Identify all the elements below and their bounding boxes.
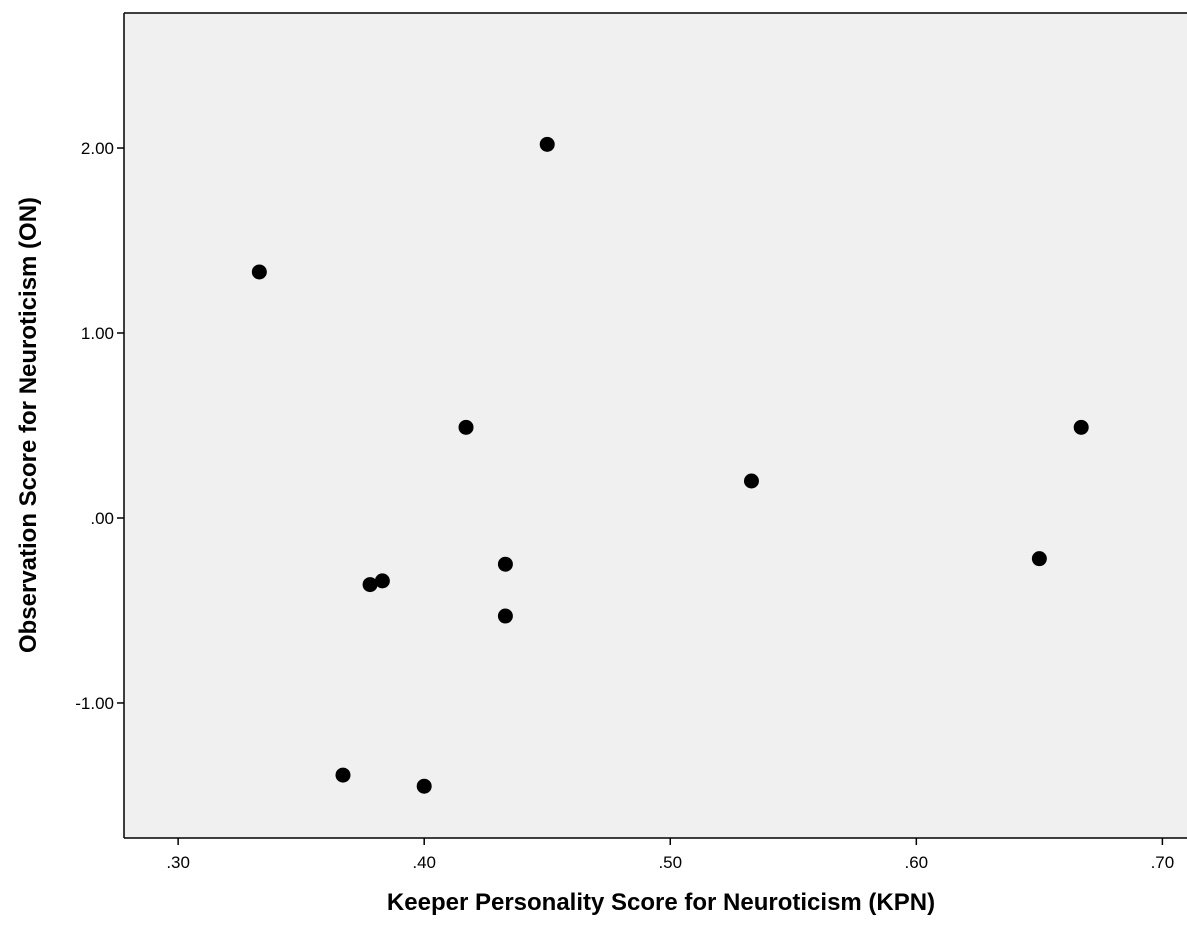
data-point — [458, 419, 474, 435]
data-point — [743, 473, 759, 489]
data-point — [539, 136, 555, 152]
y-tick-label: .00 — [90, 509, 114, 528]
data-point — [1031, 551, 1047, 567]
data-point — [374, 573, 390, 589]
data-point — [416, 778, 432, 794]
x-axis-title: Keeper Personality Score for Neuroticism… — [387, 889, 935, 916]
data-points — [251, 136, 1089, 794]
y-tick-label: -1.00 — [75, 694, 114, 713]
data-point — [335, 767, 351, 783]
x-tick-label: .30 — [166, 853, 190, 872]
data-point — [497, 556, 513, 572]
x-tick-label: .70 — [1151, 853, 1175, 872]
data-point — [497, 608, 513, 624]
y-tick-label: 1.00 — [81, 324, 114, 343]
x-tick-label: .60 — [905, 853, 929, 872]
x-axis-ticks: .30 .40 .50 .60 .70 — [166, 838, 1174, 872]
data-point — [1073, 419, 1089, 435]
data-point — [251, 264, 267, 280]
y-axis-title: Observation Score for Neuroticism (ON) — [15, 197, 42, 653]
y-axis-ticks: -1.00 .00 1.00 2.00 — [75, 139, 124, 713]
x-tick-label: .50 — [658, 853, 682, 872]
x-tick-label: .40 — [412, 853, 436, 872]
plot-area — [124, 13, 1187, 838]
data-point — [362, 577, 378, 593]
y-tick-label: 2.00 — [81, 139, 114, 158]
